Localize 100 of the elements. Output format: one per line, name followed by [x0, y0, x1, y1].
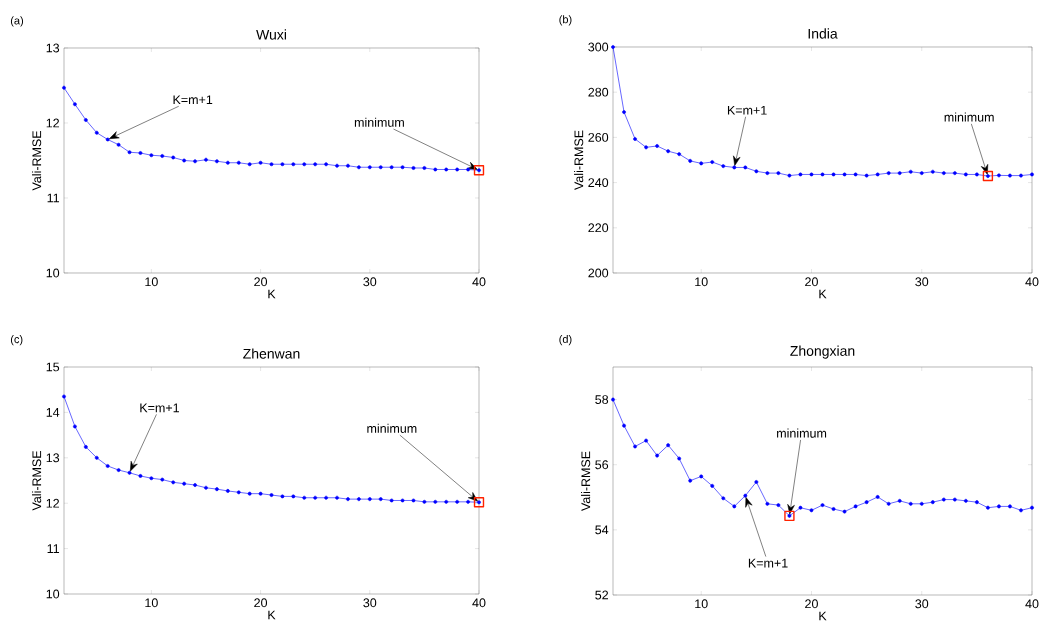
point [754, 480, 759, 484]
point [473, 165, 485, 176]
point [1008, 504, 1012, 509]
point [688, 159, 693, 163]
point [732, 165, 737, 170]
point [798, 505, 803, 510]
point [765, 171, 770, 175]
annotation: K=m+1 [173, 95, 213, 105]
point [466, 499, 470, 504]
point [356, 165, 361, 170]
point [644, 145, 648, 150]
point [160, 477, 165, 482]
point [127, 470, 132, 475]
point [62, 85, 66, 90]
point [986, 174, 990, 178]
point [699, 161, 704, 166]
point [787, 173, 792, 178]
point [655, 144, 660, 148]
x-tick-label: 40 [1025, 277, 1039, 287]
y-axis-title: Vali-RMSE [581, 451, 591, 512]
chart-title: India [808, 28, 838, 39]
y-tick-label: 58 [595, 395, 609, 404]
point [477, 168, 481, 173]
point [149, 476, 154, 481]
point [247, 162, 252, 167]
point [908, 169, 913, 174]
x-tick-label: 10 [145, 277, 158, 287]
point [73, 102, 77, 107]
point [982, 170, 994, 182]
point [138, 151, 143, 155]
x-tick-label: 20 [805, 599, 818, 609]
point [897, 498, 902, 503]
point [411, 166, 416, 170]
point [324, 495, 328, 500]
y-tick-label: 13 [46, 453, 60, 463]
point [138, 474, 143, 478]
point [182, 158, 187, 163]
point [291, 494, 296, 499]
point [171, 155, 176, 160]
point [83, 445, 88, 449]
point [389, 498, 394, 503]
point [784, 510, 795, 522]
point [831, 172, 836, 177]
x-tick-label: 20 [805, 277, 818, 287]
y-tick-label: 12 [46, 498, 60, 508]
point [820, 503, 825, 507]
point [116, 468, 121, 472]
point [280, 162, 285, 167]
point [666, 149, 671, 154]
point [699, 474, 704, 479]
y-tick-label: 300 [588, 42, 609, 52]
point [886, 501, 891, 506]
point [291, 162, 296, 167]
point [127, 150, 132, 155]
x-tick-label: 20 [254, 277, 268, 287]
point [864, 173, 869, 178]
x-tick-label: 30 [363, 598, 377, 608]
point [215, 159, 219, 164]
x-axis-title: K [268, 610, 276, 620]
y-tick-label: 220 [588, 223, 609, 233]
point [258, 491, 263, 496]
point [182, 481, 187, 486]
point [897, 171, 902, 175]
point [930, 169, 935, 174]
annotation: K=m+1 [727, 105, 767, 115]
point [356, 497, 361, 502]
y-tick-label: 240 [588, 178, 609, 188]
y-tick-label: 200 [588, 268, 609, 278]
point [247, 491, 252, 496]
point [798, 172, 803, 177]
y-axis-title: Vali-RMSE [32, 130, 42, 191]
point [171, 480, 176, 485]
point [875, 495, 880, 499]
point [313, 495, 318, 500]
y-tick-label: 13 [46, 43, 60, 53]
x-tick-label: 10 [145, 598, 158, 608]
point [776, 503, 781, 507]
point [986, 505, 990, 510]
point [919, 501, 924, 506]
point [1019, 508, 1023, 513]
point [215, 487, 219, 492]
text: (b) [559, 15, 572, 26]
point [225, 160, 230, 165]
x-tick-label: 30 [915, 599, 929, 609]
x-axis-title: K [819, 289, 827, 299]
point [116, 142, 121, 147]
point [677, 456, 682, 461]
point [400, 165, 405, 170]
point [688, 478, 693, 483]
annotation: K=m+1 [140, 403, 179, 413]
point [193, 159, 197, 164]
point [466, 167, 470, 172]
point [105, 137, 110, 142]
y-tick-label: 10 [46, 589, 60, 599]
chart-title: Zhongxian [790, 345, 855, 359]
point [864, 500, 869, 505]
point [743, 493, 748, 498]
point [941, 497, 946, 502]
annotation: K=m+1 [748, 558, 788, 568]
point [930, 500, 935, 505]
